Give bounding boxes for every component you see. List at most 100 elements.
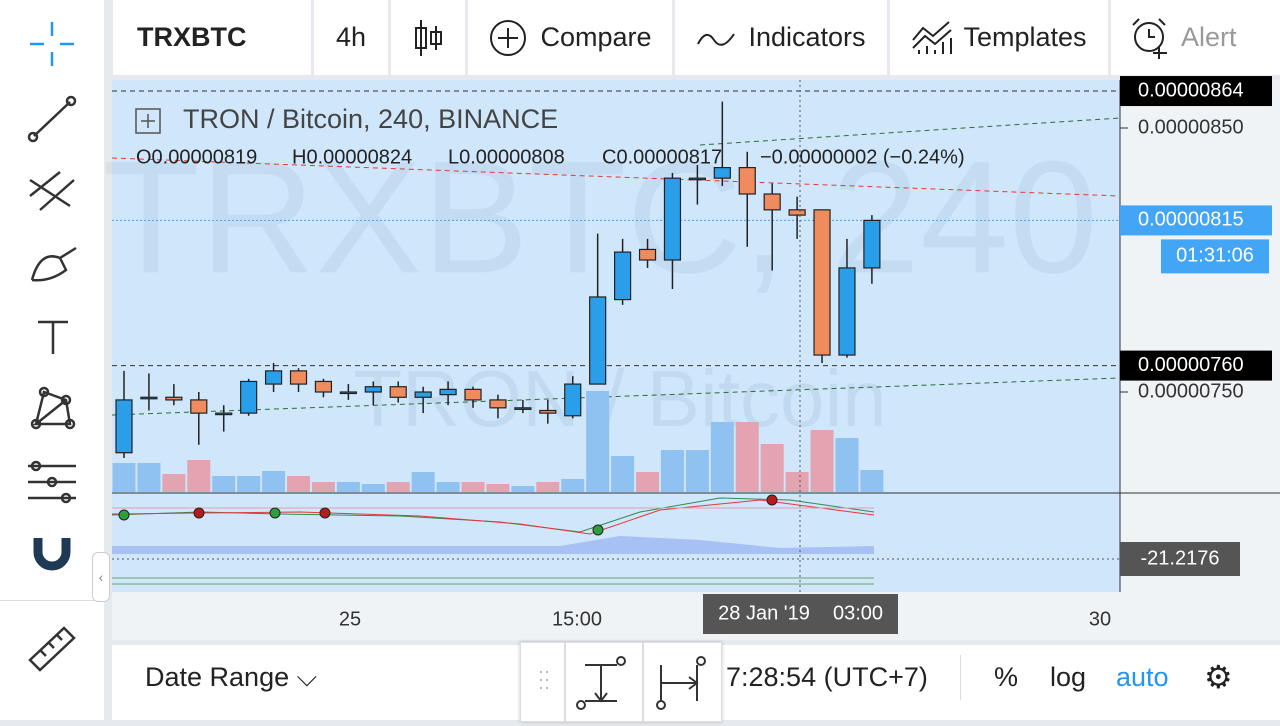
indicators-button[interactable]: Indicators <box>675 0 887 75</box>
volume-bar <box>586 391 610 492</box>
trend-line <box>111 377 1121 416</box>
y-tick-label: 0.00000750 <box>1138 380 1244 402</box>
legend-change: −0.00000002 (−0.24%) <box>760 146 965 168</box>
volume-bar <box>511 486 535 492</box>
volume-bar <box>660 450 684 492</box>
volume-bar <box>361 484 385 492</box>
symbol: TRXBTC <box>137 22 247 52</box>
symbol-button[interactable]: TRXBTC <box>113 0 311 75</box>
candle-body <box>663 177 682 261</box>
volume-bar <box>187 460 211 492</box>
legend-open: O0.00000819 <box>136 146 257 168</box>
compare-button[interactable]: Compare <box>468 0 672 75</box>
collapse-button[interactable]: ‹ <box>92 552 110 602</box>
volume-bar <box>561 479 585 492</box>
x-tick-label: 30 <box>1089 608 1111 630</box>
legend-high: H0.00000824 <box>292 146 412 168</box>
date-range-button[interactable]: Date Range ⌵ <box>145 662 318 692</box>
volume-bar <box>212 476 236 492</box>
sidebar-divider <box>0 600 104 601</box>
oscillator-area <box>112 536 874 554</box>
oscillator-label: -21.2176 <box>1141 547 1220 569</box>
candle-body <box>539 409 557 414</box>
volume-bar <box>636 472 660 492</box>
candle-icon <box>415 19 442 56</box>
volume-bar <box>137 463 161 492</box>
candle-body <box>514 407 532 410</box>
candle-body <box>140 396 158 400</box>
volume-bar <box>760 444 784 492</box>
volume-bar <box>536 482 560 492</box>
candle-body <box>688 177 706 181</box>
legend-low: L0.00000808 <box>448 146 565 168</box>
oscillator-line <box>111 499 875 535</box>
price-label: 0.00000815 <box>1138 209 1244 231</box>
compare: Compare <box>540 22 652 52</box>
chart-style-button[interactable] <box>391 0 465 75</box>
volume-bar <box>486 484 510 492</box>
percent-button[interactable]: % <box>994 662 1019 692</box>
candle-body <box>613 251 632 301</box>
candle-body <box>190 399 208 414</box>
x-tick-label: 15:00 <box>552 608 602 630</box>
candle-body <box>838 267 856 356</box>
interval: 4h <box>335 22 367 52</box>
candle-body <box>763 193 781 211</box>
volume-bar <box>262 471 286 492</box>
candle-body <box>464 388 482 401</box>
candle-body <box>564 383 582 417</box>
legend-toggle[interactable] <box>135 108 161 134</box>
legend-title: TRON / Bitcoin, 240, BINANCE <box>183 104 558 134</box>
candle-body <box>215 412 233 416</box>
countdown: 01:31:06 <box>1176 245 1254 267</box>
settings-button[interactable]: ⚙ <box>1204 659 1233 695</box>
volume-bar <box>162 474 186 492</box>
candle-body <box>489 399 507 409</box>
oscillator-label-box <box>1120 542 1240 576</box>
candle-body <box>165 396 183 401</box>
volume-bar <box>860 470 884 492</box>
watermark-symbol: TRXBTC, 240 <box>102 127 1098 306</box>
volume-bar <box>611 456 635 492</box>
candle-body <box>813 209 831 356</box>
candle-body <box>439 388 457 396</box>
watermark-name: TRON / Bitcoin <box>353 354 886 443</box>
volume-bar <box>835 438 859 492</box>
log-button[interactable]: log <box>1050 662 1087 692</box>
volume-bar <box>685 450 709 492</box>
chart-pane <box>112 80 1120 592</box>
volume-bar <box>287 476 311 492</box>
clock: 7:28:54 (UTC+7) <box>726 662 928 692</box>
candle-body <box>788 209 806 216</box>
templates-button[interactable]: Templates <box>890 0 1108 75</box>
candle-body <box>264 370 283 385</box>
alarm-icon <box>1132 17 1167 59</box>
plus-icon <box>490 19 527 56</box>
legend-close: C0.00000817 <box>602 146 722 168</box>
price-label-box <box>1120 205 1272 236</box>
crosshair-date: 28 Jan '19 <box>718 602 810 624</box>
price-label-box <box>1120 76 1272 107</box>
volume-bar <box>735 422 759 492</box>
volume-bar <box>785 472 809 492</box>
auto-button[interactable]: auto <box>1116 662 1169 692</box>
price-label: 0.00000864 <box>1138 79 1244 101</box>
candle-body <box>115 399 133 454</box>
interval-button[interactable]: 4h <box>314 0 388 75</box>
candle-body <box>314 380 333 393</box>
candle-body <box>240 380 258 414</box>
candle-body <box>414 391 432 398</box>
countdown-box <box>1161 239 1269 274</box>
volume-bar <box>461 482 485 492</box>
indicator-icon <box>697 32 736 46</box>
volume-bar <box>237 476 261 492</box>
price-label: 0.00000760 <box>1138 354 1244 376</box>
price-label-box <box>1120 350 1272 381</box>
volume-bar <box>336 482 360 492</box>
scale-icons <box>540 643 706 721</box>
trend-line <box>111 157 1121 197</box>
alert-button[interactable]: Alert <box>1111 0 1280 75</box>
candle-body <box>389 386 407 398</box>
volume-bar <box>311 482 335 492</box>
